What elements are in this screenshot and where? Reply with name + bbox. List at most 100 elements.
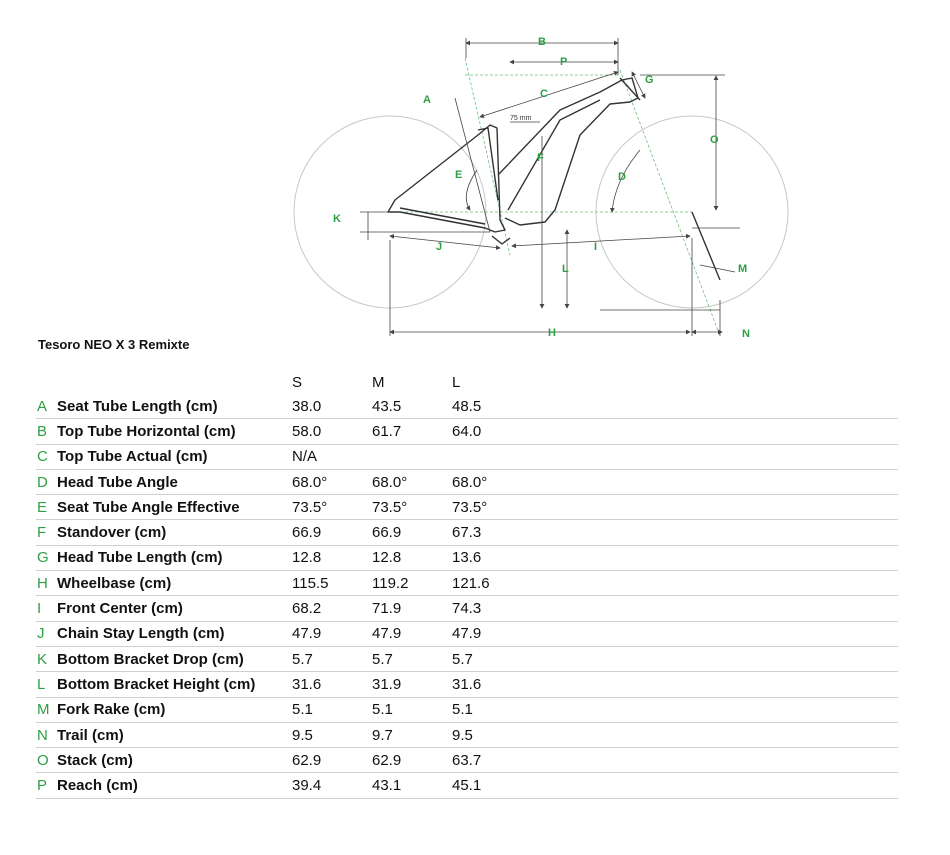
row-value-m: 71.9 — [372, 595, 452, 622]
row-value-s: 9.5 — [292, 722, 372, 749]
row-value-s: 73.5° — [292, 494, 372, 521]
diagram-label-f: F — [537, 152, 544, 164]
row-spacer — [532, 418, 898, 445]
row-letter: H — [36, 570, 57, 597]
table-row: L Bottom Bracket Height (cm) 31.6 31.9 31.6 — [36, 671, 898, 698]
row-value-m: 5.7 — [372, 646, 452, 673]
row-spacer — [532, 394, 898, 420]
table-row: K Bottom Bracket Drop (cm) 5.7 5.7 5.7 — [36, 646, 898, 673]
row-value-m: 119.2 — [372, 570, 452, 597]
row-value-l: 64.0 — [452, 418, 532, 445]
row-label: Seat Tube Length (cm) — [57, 394, 292, 420]
row-label: Wheelbase (cm) — [57, 570, 292, 597]
diagram-annotation: 75 mm — [510, 115, 532, 122]
row-letter: E — [36, 494, 57, 521]
row-value-s: N/A — [292, 444, 372, 470]
row-letter: P — [36, 772, 57, 799]
row-value-l — [452, 444, 532, 470]
row-value-m: 62.9 — [372, 747, 452, 774]
row-spacer — [532, 621, 898, 647]
row-value-s: 12.8 — [292, 545, 372, 572]
diagram-label-d: D — [618, 171, 626, 183]
row-letter: J — [36, 621, 57, 647]
row-label: Fork Rake (cm) — [57, 697, 292, 723]
diagram-label-b: B — [538, 36, 546, 48]
row-spacer — [532, 722, 898, 749]
row-letter: K — [36, 646, 57, 673]
row-value-s: 39.4 — [292, 772, 372, 799]
row-value-s: 31.6 — [292, 671, 372, 698]
row-letter: F — [36, 519, 57, 546]
table-row: C Top Tube Actual (cm) N/A — [36, 444, 898, 470]
row-value-m: 12.8 — [372, 545, 452, 572]
row-value-m: 73.5° — [372, 494, 452, 521]
row-value-l: 48.5 — [452, 394, 532, 420]
row-label: Front Center (cm) — [57, 595, 292, 622]
row-letter: D — [36, 469, 57, 496]
table-row: F Standover (cm) 66.9 66.9 67.3 — [36, 519, 898, 546]
row-letter: A — [36, 394, 57, 420]
row-spacer — [532, 671, 898, 698]
row-label: Top Tube Actual (cm) — [57, 444, 292, 470]
diagram-label-k: K — [333, 213, 341, 225]
row-spacer — [532, 519, 898, 546]
row-value-m: 43.5 — [372, 394, 452, 420]
diagram-label-p: P — [560, 56, 567, 68]
model-title: Tesoro NEO X 3 Remixte — [38, 337, 190, 352]
table-row: I Front Center (cm) 68.2 71.9 74.3 — [36, 595, 898, 622]
row-letter: B — [36, 418, 57, 445]
row-value-m: 43.1 — [372, 772, 452, 799]
row-value-l: 13.6 — [452, 545, 532, 572]
table-row: P Reach (cm) 39.4 43.1 45.1 — [36, 772, 898, 799]
size-header-m: M — [372, 373, 385, 391]
row-value-l: 47.9 — [452, 621, 532, 647]
row-value-m: 31.9 — [372, 671, 452, 698]
row-spacer — [532, 570, 898, 597]
diagram-label-i: I — [594, 241, 597, 253]
row-value-l: 74.3 — [452, 595, 532, 622]
row-letter: N — [36, 722, 57, 749]
diagram-label-e: E — [455, 169, 462, 181]
row-label: Stack (cm) — [57, 747, 292, 774]
row-value-m: 66.9 — [372, 519, 452, 546]
row-label: Trail (cm) — [57, 722, 292, 749]
row-spacer — [532, 772, 898, 799]
table-header-row: S M L — [36, 370, 898, 394]
row-value-s: 5.7 — [292, 646, 372, 673]
table-row: D Head Tube Angle 68.0° 68.0° 68.0° — [36, 469, 898, 496]
row-letter: C — [36, 444, 57, 470]
row-value-s: 47.9 — [292, 621, 372, 647]
table-row: G Head Tube Length (cm) 12.8 12.8 13.6 — [36, 545, 898, 572]
row-value-s: 58.0 — [292, 418, 372, 445]
row-label: Bottom Bracket Drop (cm) — [57, 646, 292, 673]
table-row: J Chain Stay Length (cm) 47.9 47.9 47.9 — [36, 621, 898, 647]
row-letter: M — [36, 697, 57, 723]
head-tube-axis-line — [619, 69, 721, 337]
row-spacer — [532, 595, 898, 622]
seat-tube-axis-line — [464, 57, 511, 256]
row-value-l: 73.5° — [452, 494, 532, 521]
table-row: O Stack (cm) 62.9 62.9 63.7 — [36, 747, 898, 774]
row-label: Standover (cm) — [57, 519, 292, 546]
row-value-s: 5.1 — [292, 697, 372, 723]
row-value-l: 45.1 — [452, 772, 532, 799]
diagram-label-o: O — [710, 134, 719, 146]
row-letter: G — [36, 545, 57, 572]
row-value-l: 68.0° — [452, 469, 532, 496]
diagram-label-g: G — [645, 74, 654, 86]
table-row: H Wheelbase (cm) 115.5 119.2 121.6 — [36, 570, 898, 597]
row-spacer — [532, 469, 898, 496]
diagram-label-l: L — [562, 263, 569, 275]
geometry-diagram: B P G C A O F D E K J I L M H N 75 mm — [293, 36, 789, 340]
row-value-l: 5.1 — [452, 697, 532, 723]
row-spacer — [532, 646, 898, 673]
table-row: E Seat Tube Angle Effective 73.5° 73.5° 73.5… — [36, 494, 898, 521]
row-value-s: 68.2 — [292, 595, 372, 622]
row-letter: I — [36, 595, 57, 622]
row-value-s: 66.9 — [292, 519, 372, 546]
row-letter: O — [36, 747, 57, 774]
row-spacer — [532, 697, 898, 723]
row-value-m: 9.7 — [372, 722, 452, 749]
row-value-l: 5.7 — [452, 646, 532, 673]
row-label: Top Tube Horizontal (cm) — [57, 418, 292, 445]
